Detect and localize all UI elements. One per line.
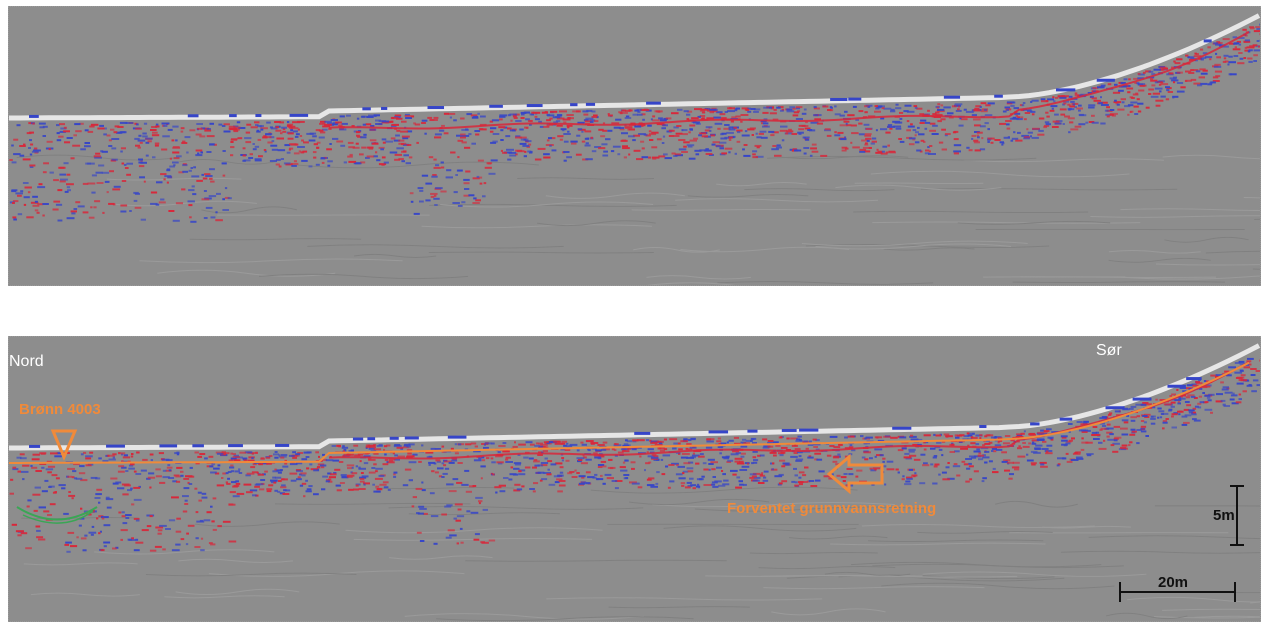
top-surface-marks	[29, 39, 1212, 118]
bottom-main-reflector	[328, 361, 1250, 460]
annotations	[9, 361, 1250, 602]
well-label: Brønn 4003	[19, 401, 101, 418]
top-surface	[9, 13, 1260, 121]
radargram-bottom-image	[9, 343, 1260, 621]
bottom-reflectors	[9, 357, 1260, 553]
north-label: Nord	[9, 353, 44, 370]
top-texture	[16, 154, 1260, 285]
top-main-reflector	[328, 31, 1250, 130]
green-curve-1	[16, 506, 98, 521]
flow-direction-label: Forventet grunnvannsretning	[727, 500, 937, 517]
green-curve-2	[22, 510, 94, 524]
south-label: Sør	[1096, 342, 1122, 359]
bottom-texture	[21, 486, 1260, 621]
horizontal-scale-label: 20m	[1158, 574, 1189, 591]
flow-arrow-icon	[826, 453, 884, 495]
radargram-bottom: Nord Sør Brønn 4003 Forventet grunnvanns…	[8, 336, 1261, 622]
vertical-scale-label: 5m	[1213, 507, 1235, 524]
bottom-surface	[9, 343, 1260, 451]
radargram-top	[8, 6, 1261, 286]
bottom-surface-marks	[29, 377, 1202, 448]
well-marker-icon	[50, 429, 78, 461]
radargram-top-image	[9, 13, 1260, 285]
groundwater-line	[9, 361, 1250, 464]
top-reflectors	[9, 23, 1260, 223]
